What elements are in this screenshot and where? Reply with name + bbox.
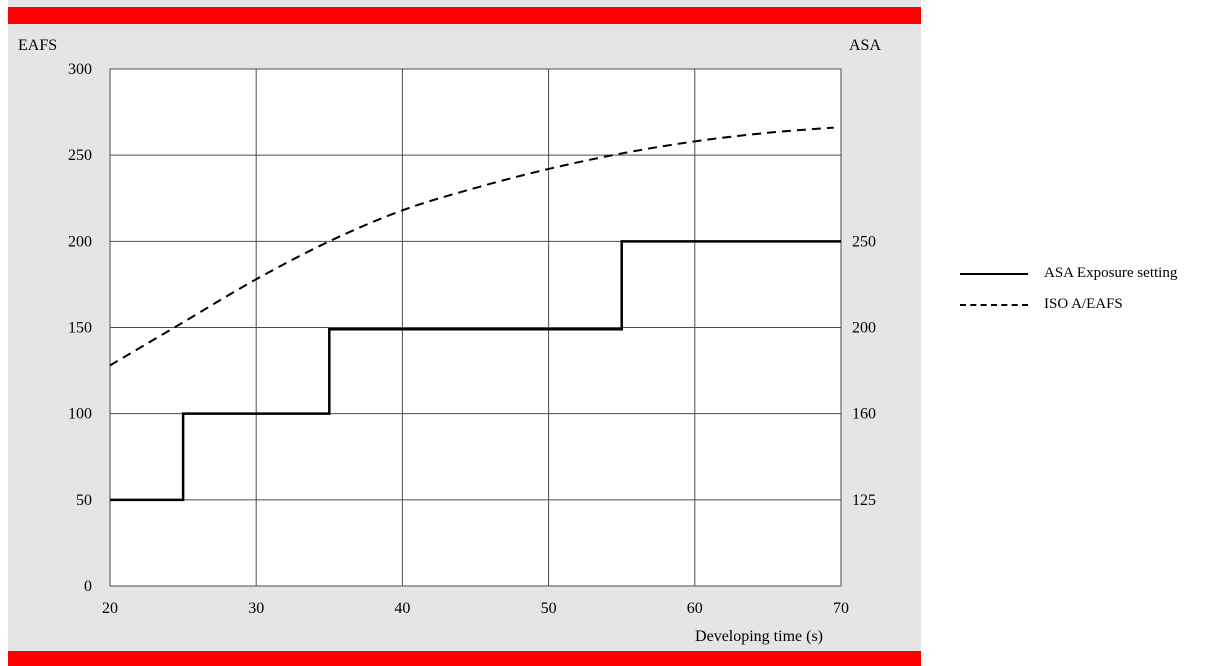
x-tick-label: 50 (541, 600, 557, 617)
x-tick-label: 60 (687, 600, 703, 617)
y-axis-right-label: ASA (849, 37, 881, 54)
y-right-tick-label: 250 (852, 233, 876, 250)
series-line-iso-eafs (109, 126, 834, 367)
top-accent-bar (8, 7, 921, 24)
grid (109, 68, 842, 587)
y-left-tick-label: 300 (68, 61, 92, 78)
bottom-accent-bar (8, 651, 921, 666)
legend-swatch-solid (960, 272, 1028, 275)
x-tick-label: 40 (394, 600, 410, 617)
x-tick-label: 30 (248, 600, 264, 617)
y-left-tick-label: 50 (76, 492, 92, 509)
legend-item-iso: ISO A/EAFS (960, 289, 1177, 320)
x-tick-label: 70 (833, 600, 849, 617)
x-axis-label: Developing time (s) (695, 628, 823, 645)
series-line-asa-exposure (110, 240, 841, 502)
axes: 20 30 40 50 60 70 0 50 100 150 200 250 300 125 160 200 2… (68, 61, 876, 617)
legend-item-asa: ASA Exposure setting (960, 258, 1177, 289)
y-left-tick-label: 0 (84, 578, 92, 595)
y-right-tick-label: 125 (852, 492, 876, 509)
x-tick-label: 20 (102, 600, 118, 617)
y-left-tick-label: 200 (68, 233, 92, 250)
y-left-tick-label: 150 (68, 320, 92, 337)
y-right-tick-label: 200 (852, 320, 876, 337)
y-right-tick-label: 160 (852, 406, 876, 423)
y-axis-left-label: EAFS (18, 37, 57, 54)
legend-label-iso: ISO A/EAFS (1044, 296, 1123, 312)
series-lines (109, 126, 841, 502)
legend: ASA Exposure setting ISO A/EAFS (960, 258, 1177, 320)
legend-swatch-dashed (960, 303, 1028, 306)
legend-label-asa: ASA Exposure setting (1044, 265, 1178, 281)
y-left-tick-label: 100 (68, 406, 92, 423)
y-left-tick-label: 250 (68, 147, 92, 164)
chart: 20 30 40 50 60 70 0 50 100 150 200 250 300 125 160 200 2… (18, 37, 881, 645)
